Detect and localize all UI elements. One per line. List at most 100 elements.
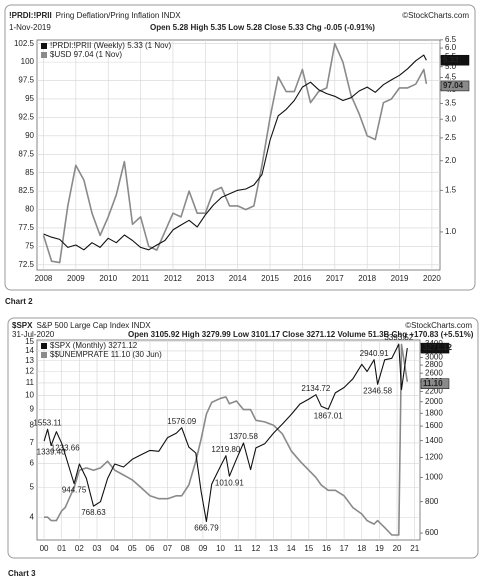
y-tick-label: 85 [25,168,34,177]
x-tick-label: 09 [198,544,207,553]
y-tick-label: 10 [25,391,34,400]
value-badge [420,378,450,389]
plot-area [36,39,441,271]
y2-tick-label: 800 [425,497,439,506]
x-tick-label: 10 [216,544,225,553]
x-tick-label: 02 [75,544,84,553]
y2-tick-label: 6.0 [445,43,457,52]
data-label: 1010.91 [215,478,244,487]
y-tick-label: 12 [25,366,34,375]
y2-tick-label: 5.0 [445,62,457,71]
chart-title: $SPX [12,321,33,330]
y-tick-label: 4 [30,512,35,521]
x-tick-label: 2020 [423,274,441,283]
value-badge-label: 3271.12 [423,343,452,352]
y-tick-label: 102.5 [14,39,35,48]
y2-tick-label: 2.5 [445,133,457,142]
value-badge [420,342,450,354]
y2-tick-label: 3.5 [445,98,457,107]
x-tick-label: 2014 [229,274,247,283]
x-tick-label: 01 [57,544,66,553]
x-tick-label: 06 [146,544,155,553]
x-tick-label: 16 [322,544,331,553]
legend-swatch [41,343,47,349]
value-badge-label: 11.10 [423,379,443,388]
x-tick-label: 2012 [164,274,182,283]
y-tick-label: 82.5 [18,186,34,195]
y2-tick-label: 3000 [425,353,443,362]
x-tick-label: 14 [287,544,296,553]
chart-subtitle: S&P 500 Large Cap Index INDX [36,321,151,330]
y-tick-label: 95 [25,94,34,103]
x-tick-label: 07 [163,544,172,553]
data-label: 1339.40 [37,448,66,457]
legend-swatch [41,52,47,58]
y2-tick-label: 1.0 [445,227,457,236]
y2-tick-label: 3.0 [445,114,457,123]
y-tick-label: 7 [30,438,35,447]
x-tick-label: 03 [93,544,102,553]
y-tick-label: 100 [21,57,35,66]
y2-tick-label: 2.0 [445,156,457,165]
chart-title: !PRDI:!PRII [9,11,52,20]
value-badge [440,80,470,92]
y2-tick-label: 2800 [425,360,443,369]
quote: Open 3105.92 High 3279.99 Low 3101.17 Cl… [128,330,474,339]
series-line [44,343,409,536]
x-tick-label: 00 [40,544,49,553]
x-tick-label: 17 [340,544,349,553]
y-tick-label: 80 [25,205,34,214]
y-tick-label: 15 [25,337,34,346]
x-tick-label: 18 [357,544,366,553]
y2-tick-label: 1800 [425,408,443,417]
y-tick-label: 11 [26,378,35,387]
data-label: 2134.72 [301,384,330,393]
y2-tick-label: 6.5 [445,35,457,44]
y-tick-label: 13 [25,356,34,365]
x-tick-label: 12 [251,544,260,553]
y2-tick-label: 2000 [425,397,443,406]
x-tick-label: 2019 [391,274,409,283]
y-tick-label: 97.5 [18,76,34,85]
legend-label: $USD 97.04 (1 Nov) [50,50,122,59]
y2-tick-label: 1200 [425,453,443,462]
source: ©StockCharts.com [402,11,469,20]
legend-swatch [41,352,47,358]
y2-tick-label: 4.5 [445,73,457,82]
chart-subtitle: Pring Deflation/Pring Inflation INDX [56,11,182,20]
y2-tick-label: 2600 [425,368,443,377]
value-badge [440,54,470,66]
x-tick-label: 2013 [196,274,214,283]
data-label: 1233.66 [51,444,80,453]
data-label: 1553.11 [33,418,62,427]
legend-swatch [41,43,47,49]
data-label: 1576.09 [167,417,196,426]
x-tick-label: 2016 [294,274,312,283]
legend-label: !PRDI:!PRII (Weekly) 5.33 (1 Nov) [50,41,172,50]
x-tick-label: 13 [269,544,278,553]
x-tick-label: 05 [128,544,137,553]
x-tick-label: 15 [304,544,313,553]
x-tick-label: 04 [110,544,119,553]
value-badge-label: 97.04 [443,81,464,90]
data-label: 2940.91 [360,349,389,358]
y-tick-label: 6 [30,459,35,468]
data-label: 944.75 [62,486,87,495]
legend-label: $$UNEMPRATE 11.10 (30 Jun) [50,350,162,359]
y-tick-label: 5 [30,483,35,492]
data-label: 2346.58 [363,386,392,395]
date: 31-Jul-2020 [12,330,55,339]
data-label: 666.79 [194,524,219,533]
data-label: 1867.01 [314,411,343,420]
x-tick-label: 2015 [261,274,279,283]
data-label: 768.63 [81,508,106,517]
x-tick-label: 2011 [132,274,150,283]
y2-tick-label: 1000 [425,472,443,481]
date: 1-Nov-2019 [9,23,51,32]
y-tick-label: 75 [25,242,34,251]
x-tick-label: 2017 [326,274,344,283]
data-label: 1370.58 [229,432,258,441]
y-tick-label: 9 [30,405,35,414]
data-label: 3393.52 [384,333,413,342]
